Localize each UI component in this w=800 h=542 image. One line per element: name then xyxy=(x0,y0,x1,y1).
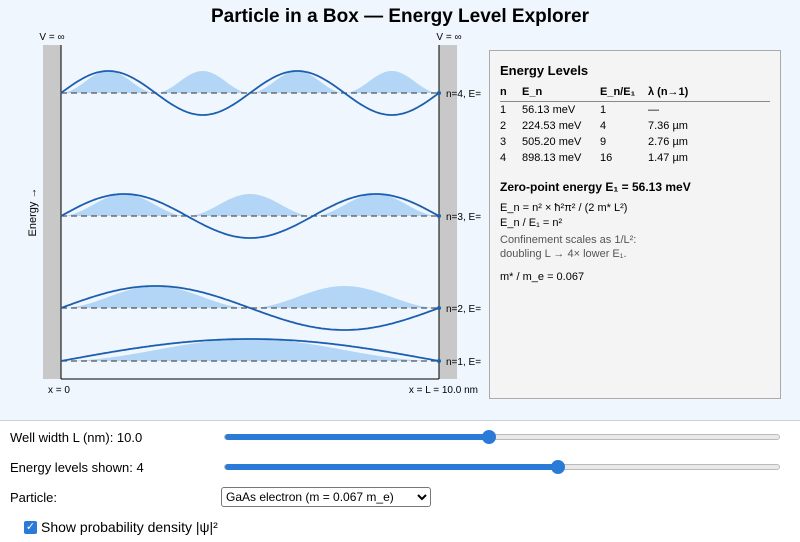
level-marker-n2 xyxy=(437,306,441,310)
table-header-row: n E_n E_n/E₁ λ (n→1) xyxy=(500,84,770,102)
wavefunction-n1 xyxy=(60,338,440,362)
cell-energy: 505.20 meV xyxy=(522,136,582,148)
panel-heading: Energy Levels xyxy=(500,63,589,78)
col-ratio-header: E_n/E₁ xyxy=(600,84,648,102)
cell-ratio: 9 xyxy=(600,136,607,148)
particle-label: Particle: xyxy=(10,490,57,505)
wavefunction-n2 xyxy=(60,285,440,331)
particle-select[interactable]: GaAs electron (m = 0.067 m_e) xyxy=(221,487,431,507)
well-width-label: Well width L (nm): 10.0 xyxy=(10,430,143,445)
left-wall-label: V = ∞ xyxy=(39,32,64,43)
cell-lambda: 7.36 µm xyxy=(648,120,688,132)
table-row: 4 898.13 meV 16 1.47 µm xyxy=(500,150,770,166)
well-width-slider-thumb[interactable] xyxy=(481,430,496,444)
energy-axis-label: Energy → xyxy=(27,188,39,237)
density-n3 xyxy=(61,194,439,216)
density-checkbox[interactable]: ✓ xyxy=(24,520,37,534)
density-n2 xyxy=(61,286,439,308)
level-marker-n4 xyxy=(437,91,441,95)
energy-levels-label: Energy levels shown: 4 xyxy=(10,460,144,475)
density-n1 xyxy=(61,339,439,361)
ratio-formula: E_n / E₁ = n² xyxy=(500,217,563,229)
zero-point-energy: Zero-point energy E₁ = 56.13 meV xyxy=(500,180,691,194)
cell-lambda: 1.47 µm xyxy=(648,152,688,164)
cell-n: 2 xyxy=(500,120,507,132)
density-toggle[interactable]: ✓ Show probability density |ψ|² xyxy=(24,519,218,535)
table-row: 1 56.13 meV 1 — xyxy=(500,102,770,119)
controls-panel: Well width L (nm): 10.0 Energy levels sh… xyxy=(0,421,800,542)
cell-n: 4 xyxy=(500,152,507,164)
scaling-note: doubling L → 4× lower E₁. xyxy=(500,248,627,260)
mass-ratio: m* / m_e = 0.067 xyxy=(500,271,585,283)
col-n-header: n xyxy=(500,84,522,102)
col-lambda-header: λ (n→1) xyxy=(648,84,770,102)
table-row: 2 224.53 meV 4 7.36 µm xyxy=(500,118,770,134)
energy-levels-table: n E_n E_n/E₁ λ (n→1) 1 56.13 meV 1 — 2 2… xyxy=(500,84,770,166)
cell-n: 1 xyxy=(500,104,507,116)
energy-plot: n=1, E= n=2, E= n=3, E= n=4, E= V = ∞ V = ∞… xyxy=(27,32,481,396)
level-label-n2: n=2, E= xyxy=(446,304,481,315)
level-label-n3: n=3, E= xyxy=(446,212,481,223)
cell-lambda: 2.76 µm xyxy=(648,136,688,148)
level-label-n1: n=1, E= xyxy=(446,357,481,368)
energy-levels-panel: Energy Levels n E_n E_n/E₁ λ (n→1) 1 56.… xyxy=(489,50,781,399)
density-n4 xyxy=(61,71,439,93)
density-label: Show probability density |ψ|² xyxy=(41,519,218,535)
energy-levels: n=1, E= n=2, E= n=3, E= n=4, E= xyxy=(60,70,481,368)
energy-levels-slider-fill xyxy=(225,464,559,470)
confinement-note: Confinement scales as 1/L²: xyxy=(500,234,637,246)
x-start-label: x = 0 xyxy=(48,385,70,396)
visualization-area: Particle in a Box — Energy Level Explore… xyxy=(0,0,800,421)
x-end-label: x = L = 10.0 nm xyxy=(409,385,478,396)
wavefunction-n4 xyxy=(60,70,440,116)
cell-ratio: 4 xyxy=(600,120,607,132)
table-row: 3 505.20 meV 9 2.76 µm xyxy=(500,134,770,150)
level-marker-n3 xyxy=(437,214,441,218)
level-label-n4: n=4, E= xyxy=(446,89,481,100)
right-wall xyxy=(439,45,457,379)
level-marker-n1 xyxy=(437,359,441,363)
energy-levels-slider[interactable] xyxy=(224,460,780,474)
cell-ratio: 16 xyxy=(600,152,613,164)
well-width-slider-fill xyxy=(225,434,489,440)
col-energy-header: E_n xyxy=(522,84,600,102)
energy-formula: E_n = n² × ħ²π² / (2 m* L²) xyxy=(500,202,628,214)
cell-energy: 898.13 meV xyxy=(522,152,582,164)
left-wall xyxy=(43,45,61,379)
energy-levels-slider-thumb[interactable] xyxy=(551,460,566,474)
page-title: Particle in a Box — Energy Level Explore… xyxy=(210,6,590,27)
right-wall-label: V = ∞ xyxy=(436,32,461,43)
wavefunction-n3 xyxy=(60,193,440,239)
well-width-slider[interactable] xyxy=(224,430,780,444)
cell-lambda: — xyxy=(648,104,659,116)
cell-energy: 224.53 meV xyxy=(522,120,582,132)
cell-energy: 56.13 meV xyxy=(522,104,576,116)
cell-n: 3 xyxy=(500,136,507,148)
cell-ratio: 1 xyxy=(600,104,607,116)
